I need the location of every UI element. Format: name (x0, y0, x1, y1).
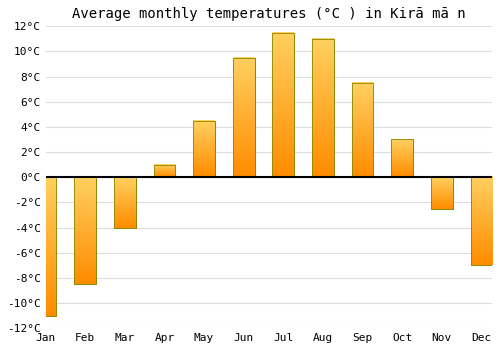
Bar (193, 121, 215, 177)
Bar (272, 33, 294, 177)
Bar (312, 39, 334, 177)
Bar (392, 140, 413, 177)
Bar (470, 177, 492, 265)
Bar (470, 177, 492, 265)
Bar (154, 164, 176, 177)
Bar (352, 83, 374, 177)
Bar (74, 177, 96, 284)
Bar (114, 177, 136, 228)
Bar (193, 121, 215, 177)
Bar (34, 177, 56, 316)
Bar (233, 58, 254, 177)
Bar (431, 177, 453, 209)
Title: Average monthly temperatures (°C ) in Kirā mā n: Average monthly temperatures (°C ) in Ki… (72, 7, 466, 21)
Bar (312, 39, 334, 177)
Bar (352, 83, 374, 177)
Bar (431, 177, 453, 209)
Bar (272, 33, 294, 177)
Bar (233, 58, 254, 177)
Bar (114, 177, 136, 228)
Bar (392, 140, 413, 177)
Bar (74, 177, 96, 284)
Bar (34, 177, 56, 316)
Bar (154, 164, 176, 177)
